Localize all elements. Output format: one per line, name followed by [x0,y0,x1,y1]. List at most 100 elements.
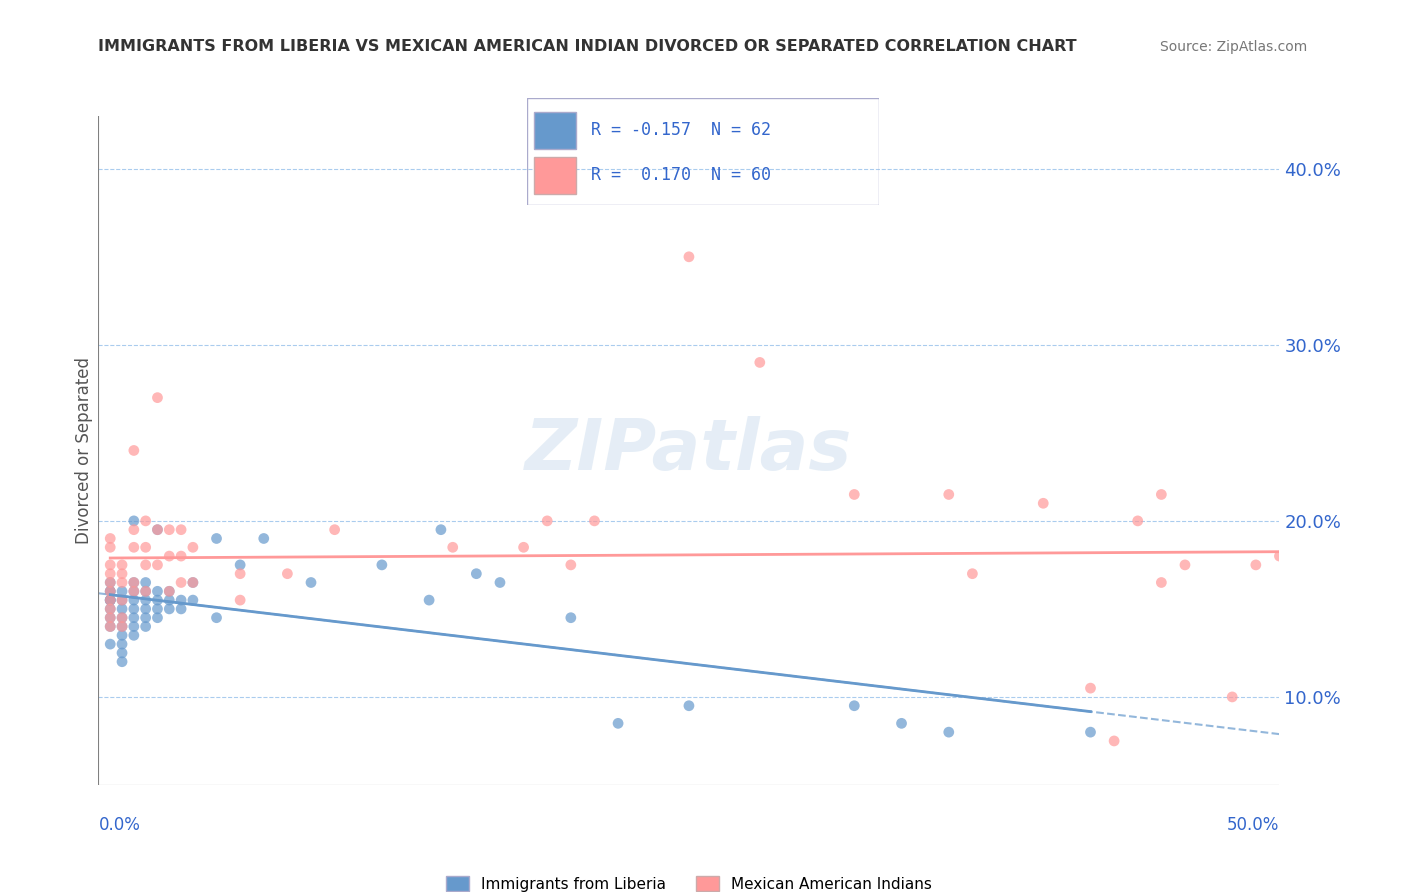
Point [122,593,145,607]
Point [607,716,630,731]
Point [98,593,121,607]
Point [135,593,157,607]
Point [205,532,228,546]
Point [844,698,866,713]
Point [1220,690,1243,704]
Point [938,487,960,501]
Point [253,532,276,546]
Point [229,558,252,572]
Point [170,602,193,616]
Point [678,698,700,713]
Point [1174,558,1197,572]
FancyBboxPatch shape [534,112,576,150]
Point [146,523,169,537]
Point [122,602,145,616]
Point [111,619,134,633]
Point [229,593,252,607]
Point [430,523,453,537]
Point [111,646,134,660]
Point [181,575,204,590]
Point [1150,575,1173,590]
Point [111,628,134,642]
Point [111,619,134,633]
Point [122,628,145,642]
Point [135,558,157,572]
Text: 50.0%: 50.0% [1227,815,1279,833]
Point [157,602,180,616]
Text: R = -0.157  N = 62: R = -0.157 N = 62 [591,121,770,139]
Point [98,593,121,607]
Point [111,637,134,651]
Point [122,443,145,458]
Point [157,549,180,563]
Point [465,566,488,581]
Point [98,611,121,625]
Point [1080,725,1102,739]
Point [122,584,145,599]
Point [276,566,298,581]
Point [418,593,440,607]
Point [157,584,180,599]
Point [560,611,582,625]
Point [111,566,134,581]
Point [229,566,252,581]
Point [512,541,534,555]
Point [135,514,157,528]
Point [122,584,145,599]
Point [1244,558,1267,572]
Point [98,584,121,599]
Point [122,619,145,633]
Point [135,584,157,599]
Point [205,611,228,625]
Point [135,619,157,633]
Point [111,655,134,669]
Point [371,558,394,572]
Point [560,558,582,572]
Text: Source: ZipAtlas.com: Source: ZipAtlas.com [1160,39,1308,54]
Point [146,391,169,405]
Point [1150,487,1173,501]
Point [135,584,157,599]
FancyBboxPatch shape [534,157,576,194]
Legend: Immigrants from Liberia, Mexican American Indians: Immigrants from Liberia, Mexican America… [440,870,938,892]
Point [98,619,121,633]
Point [98,558,121,572]
Point [181,593,204,607]
Point [146,558,169,572]
Point [146,523,169,537]
Point [157,523,180,537]
Point [1032,496,1054,510]
Point [1102,734,1125,748]
Point [98,584,121,599]
Point [111,584,134,599]
Point [98,593,121,607]
Point [299,575,322,590]
Point [146,593,169,607]
Point [170,549,193,563]
Point [146,584,169,599]
Point [111,593,134,607]
Text: IMMIGRANTS FROM LIBERIA VS MEXICAN AMERICAN INDIAN DIVORCED OR SEPARATED CORRELA: IMMIGRANTS FROM LIBERIA VS MEXICAN AMERI… [98,38,1077,54]
Point [98,541,121,555]
Point [98,593,121,607]
Point [122,523,145,537]
Point [962,566,984,581]
Point [1126,514,1149,528]
Point [146,602,169,616]
Point [135,611,157,625]
Point [536,514,558,528]
Y-axis label: Divorced or Separated: Divorced or Separated [75,357,93,544]
Text: R =  0.170  N = 60: R = 0.170 N = 60 [591,166,770,184]
Point [157,593,180,607]
Point [98,602,121,616]
Point [98,602,121,616]
Point [111,593,134,607]
Point [98,637,121,651]
Point [135,575,157,590]
Point [844,487,866,501]
Point [111,575,134,590]
Point [1268,549,1291,563]
Point [122,575,145,590]
Point [678,250,700,264]
Point [111,558,134,572]
